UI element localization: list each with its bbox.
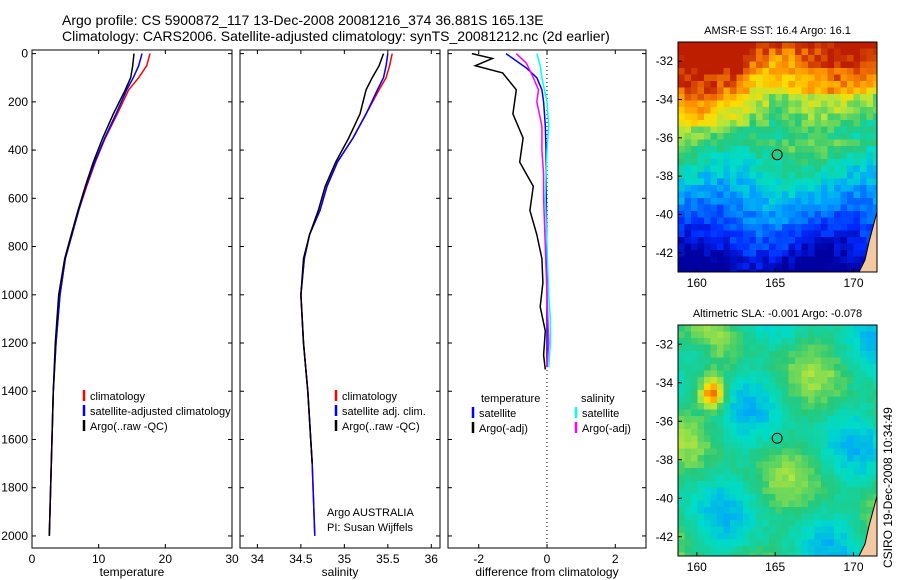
salinity-legend-label: Argo(..raw -QC) [342,421,420,433]
difference-xtick-label: 0 [544,552,551,566]
sla-map-ytick-label: -34 [656,376,674,390]
depth-tick-label: 800 [8,240,28,254]
temperature-xtick-label: 0 [29,552,36,566]
salinity-xlabel: salinity [322,565,359,579]
depth-tick-label: 1200 [1,336,28,350]
sla-map-float-marker [771,432,783,444]
sst-map-float-marker [771,149,783,161]
legend-temperature-title: temperature [481,393,540,405]
sla-map-title: Altimetric SLA: -0.001 Argo: -0.078 [693,308,862,320]
salinity-legend-label: climatology [342,391,398,403]
sst-map-ytick-label: -34 [656,93,674,107]
sst-map-xtick-label: 170 [843,276,863,290]
difference-legend-label: satellite [479,408,516,420]
depth-tick-label: 600 [8,191,28,205]
difference-series-argo-adj--salinity [515,53,550,368]
temperature-xlabel: temperature [100,565,165,579]
depth-tick-label: 1800 [1,481,28,495]
depth-tick-label: 2000 [1,529,28,543]
side-timestamp: CSIRO 19-Dec-2008 10:34:49 [881,407,895,568]
difference-series-argo-adj--temperature [471,52,547,370]
sla-map-heatmap [678,325,877,556]
sst-map-ytick-label: -42 [656,246,674,260]
depth-tick-label: 400 [8,143,28,157]
salinity-series-argo-raw-qc- [300,53,385,464]
salinity-xtick-label: 36 [425,552,439,566]
temperature-legend-label: Argo(..raw -QC) [90,421,168,433]
sst-map-ytick-label: -32 [656,54,674,68]
legend-salinity-title: salinity [581,393,615,405]
difference-series-satellite-salinity [536,53,552,368]
sst-map-ytick-label: -36 [656,131,674,145]
sla-map-ytick-label: -32 [656,337,674,351]
temperature-xtick-label: 20 [159,552,173,566]
difference-xtick-label: -2 [473,552,484,566]
temperature-series-argo-raw-qc- [48,53,135,536]
sst-map-xtick-label: 160 [687,276,707,290]
sla-map-ytick-label: -40 [656,491,674,505]
sla-map-xtick-label: 160 [687,560,707,574]
salinity-xtick-label: 34 [251,552,265,566]
salinity-xtick-label: 34.5 [289,552,313,566]
sla-map-ytick-label: -38 [656,453,674,467]
sla-map-xtick-label: 170 [843,560,863,574]
pi-annotation: PI: Susan Wijffels [327,522,413,534]
sla-map-ytick-label: -42 [656,530,674,544]
depth-tick-label: 1400 [1,384,28,398]
header-line-1: Argo profile: CS 5900872_117 13-Dec-2008… [62,12,544,28]
depth-tick-label: 1600 [1,432,28,446]
difference-legend-label: satellite [582,408,619,420]
difference-legend-label: Argo(-adj) [479,423,528,435]
depth-tick-label: 0 [21,47,28,61]
sst-map-title: AMSR-E SST: 16.4 Argo: 16.1 [704,25,851,37]
difference-xtick-label: 2 [612,552,619,566]
temperature-panel: 0 10 20 30 0 200 400 600 800 1000 1200 1400 1600 1800… [1,47,239,579]
sst-map-xtick-label: 165 [765,276,785,290]
sla-map-ytick-label: -36 [656,414,674,428]
temperature-legend-label: climatology [90,391,146,403]
depth-tick-label: 200 [8,95,28,109]
temperature-xtick-label: 10 [92,552,106,566]
depth-tick-label: 1000 [1,288,28,302]
salinity-xtick-label: 35.5 [376,552,400,566]
temperature-xtick-label: 30 [225,552,239,566]
salinity-axes-box [239,49,441,549]
argo-annotation: Argo AUSTRALIA [327,507,414,519]
sla-map-xtick-label: 165 [765,560,785,574]
sla-map-axes-box [677,324,878,557]
sst-map-heatmap [678,42,877,272]
sla-map-panel: Altimetric SLA: -0.001 Argo: -0.078 160 16… [656,308,878,574]
sst-map-axes-box [677,41,878,273]
sst-map-ytick-label: -38 [656,169,674,183]
header-line-2: Climatology: CARS2006. Satellite-adjuste… [62,28,610,44]
salinity-panel: 34 34.5 35 35.5 36 salinity climatology satelli… [239,49,441,579]
difference-xlabel: difference from climatology [475,565,618,579]
sst-map-panel: AMSR-E SST: 16.4 Argo: 16.1 160 165 170 -32 -… [656,25,878,290]
temperature-axes-box [31,49,233,549]
salinity-xtick-label: 35 [338,552,352,566]
sst-map-ytick-label: -40 [656,208,674,222]
salinity-legend-label: satellite adj. clim. [342,406,426,418]
temperature-legend-label: satellite-adjusted climatology [90,406,231,418]
difference-legend-label: Argo(-adj) [582,423,631,435]
